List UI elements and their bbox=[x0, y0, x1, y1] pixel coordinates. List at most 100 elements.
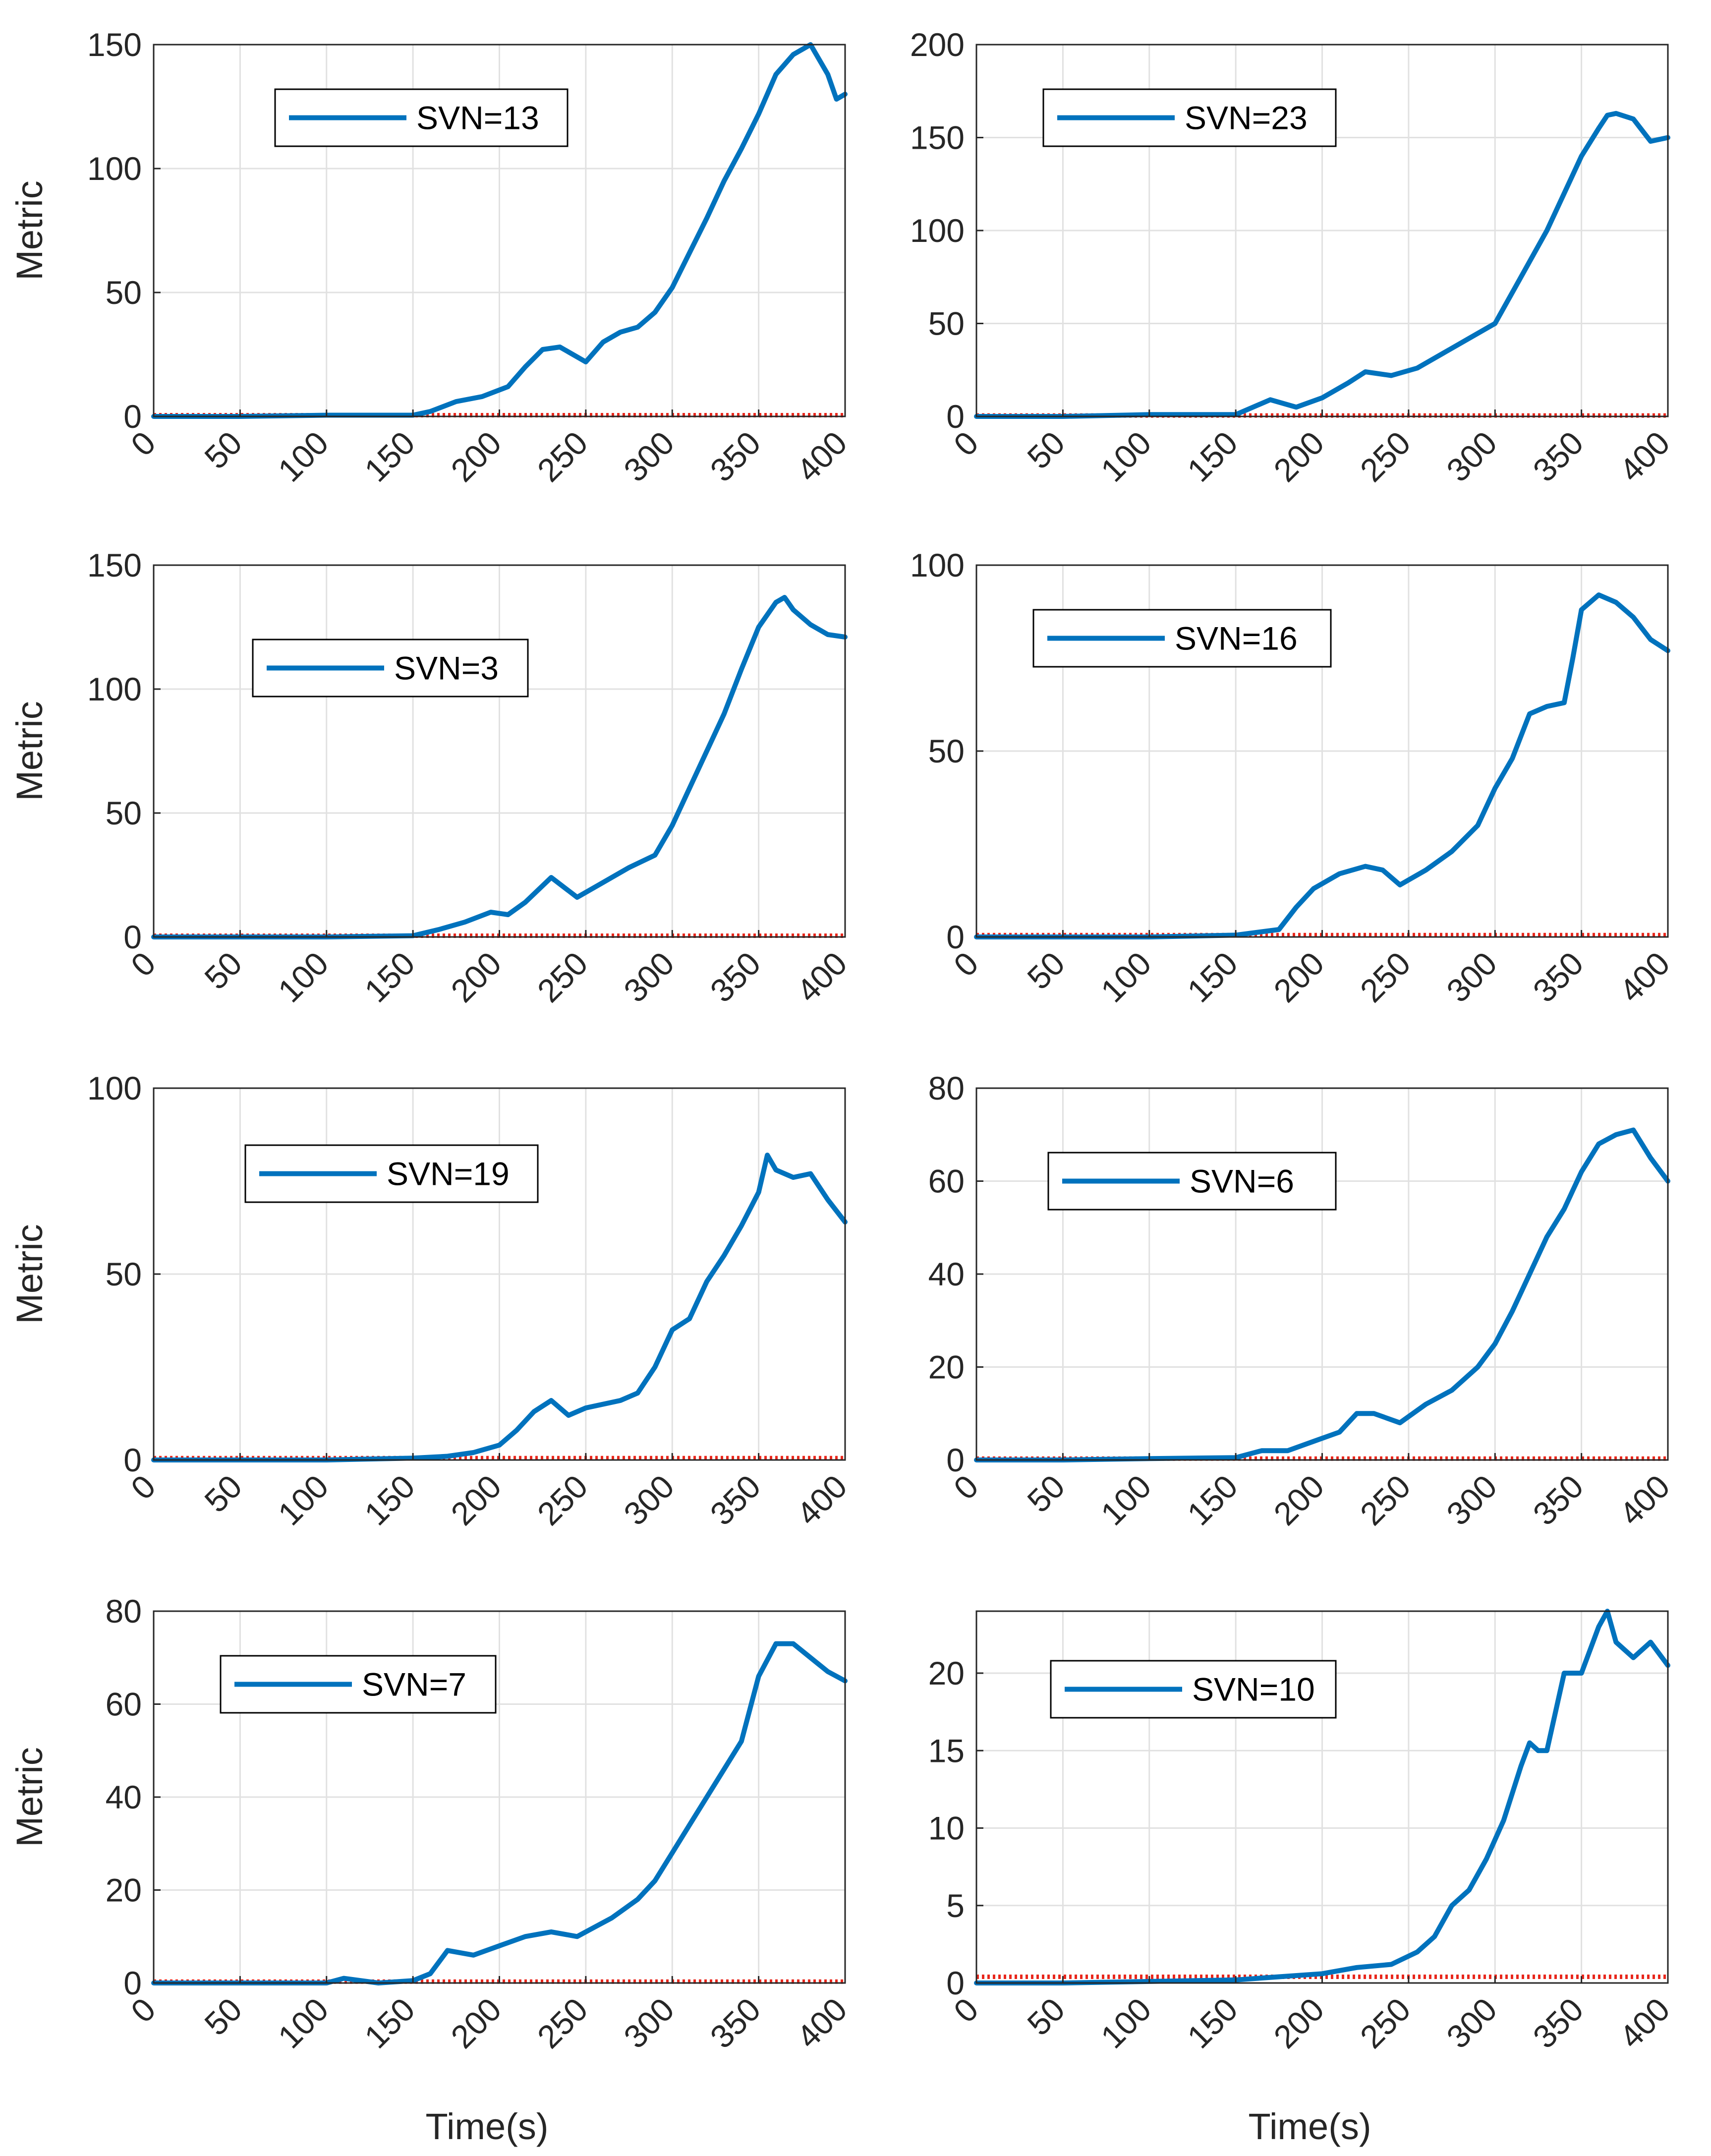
x-tick-label: 150 bbox=[1180, 424, 1245, 489]
y-tick-label: 60 bbox=[928, 1163, 965, 1200]
x-tick-label: 400 bbox=[1612, 1468, 1677, 1532]
y-tick-label: 0 bbox=[946, 919, 965, 955]
y-tick-label: 150 bbox=[87, 547, 142, 583]
legend: SVN=13 bbox=[274, 88, 569, 147]
series-line bbox=[151, 1153, 848, 1462]
x-tick-label: 350 bbox=[703, 1468, 767, 1532]
x-tick-label: 300 bbox=[1439, 1991, 1504, 2055]
y-tick-label: 0 bbox=[123, 919, 142, 955]
x-tick-label: 150 bbox=[1180, 945, 1245, 1009]
x-tick-label: 50 bbox=[197, 945, 249, 996]
chart-panel-2: 0 50 100 150 200 250 300 350 400050100150200SVN=… bbox=[910, 26, 1677, 489]
x-tick-label: 200 bbox=[1266, 945, 1331, 1009]
y-tick-label: 20 bbox=[106, 1872, 142, 1909]
y-tick-label: 10 bbox=[928, 1810, 965, 1847]
y-tick-label: 40 bbox=[928, 1256, 965, 1292]
y-tick-label: 100 bbox=[87, 1070, 142, 1107]
x-tick-label: 250 bbox=[530, 424, 595, 489]
x-tick-label: 250 bbox=[1353, 1468, 1418, 1532]
x-tick-label: 400 bbox=[790, 424, 854, 489]
y-tick-label: 80 bbox=[106, 1593, 142, 1630]
y-tick-label: 200 bbox=[910, 26, 965, 63]
x-tick-label: 100 bbox=[271, 1468, 335, 1532]
x-tick-label: 250 bbox=[1353, 945, 1418, 1009]
y-tick-label: 20 bbox=[928, 1349, 965, 1386]
x-tick-label: 150 bbox=[1180, 1468, 1245, 1532]
legend: SVN=7 bbox=[220, 1655, 497, 1714]
x-tick-label: 100 bbox=[1093, 1991, 1158, 2055]
x-tick-label: 250 bbox=[1353, 1991, 1418, 2055]
chart-panel-5: 0 50 100 150 200 250 300 350 400050100MetricSVN=… bbox=[9, 1070, 854, 1532]
series-line bbox=[974, 1127, 1670, 1462]
y-tick-label: 0 bbox=[123, 1965, 142, 2001]
x-tick-label: 100 bbox=[271, 1991, 335, 2055]
x-tick-label: 300 bbox=[617, 424, 681, 489]
x-tick-label: 300 bbox=[617, 1991, 681, 2055]
series-line bbox=[151, 595, 848, 939]
y-tick-label: 40 bbox=[106, 1779, 142, 1815]
chart-panel-1: 0 50 100 150 200 250 300 350 400050100150MetricS… bbox=[9, 26, 854, 489]
x-tick-label: 150 bbox=[357, 424, 422, 489]
y-tick-label: 100 bbox=[910, 547, 965, 583]
y-axis-title: Metric bbox=[9, 1224, 50, 1324]
y-tick-label: 100 bbox=[87, 150, 142, 187]
y-tick-label: 50 bbox=[928, 305, 965, 342]
x-tick-label: 350 bbox=[1526, 1468, 1590, 1532]
x-tick-label: 300 bbox=[617, 1468, 681, 1532]
x-tick-label: 50 bbox=[197, 424, 249, 476]
legend-label: SVN=13 bbox=[416, 100, 539, 136]
y-tick-label: 5 bbox=[946, 1887, 965, 1924]
y-axis-title: Metric bbox=[9, 1747, 50, 1847]
x-tick-label: 400 bbox=[790, 1468, 854, 1532]
y-tick-label: 50 bbox=[928, 733, 965, 769]
series-line bbox=[974, 592, 1670, 939]
y-tick-label: 20 bbox=[928, 1655, 965, 1691]
x-tick-label: 150 bbox=[1180, 1991, 1245, 2055]
legend-label: SVN=16 bbox=[1175, 620, 1298, 657]
x-tick-label: 100 bbox=[1093, 1468, 1158, 1532]
x-tick-label: 400 bbox=[1612, 945, 1677, 1009]
y-tick-label: 0 bbox=[123, 398, 142, 435]
x-tick-label: 200 bbox=[444, 1468, 508, 1532]
x-tick-label: 50 bbox=[1020, 945, 1072, 996]
x-tick-label: 400 bbox=[1612, 424, 1677, 489]
x-tick-label: 50 bbox=[1020, 424, 1072, 476]
x-tick-label: 350 bbox=[703, 424, 767, 489]
y-axis-title: Metric bbox=[9, 180, 50, 280]
y-tick-label: 0 bbox=[123, 1442, 142, 1478]
x-tick-label: 200 bbox=[444, 424, 508, 489]
series-line bbox=[974, 111, 1670, 419]
legend-label: SVN=7 bbox=[362, 1666, 466, 1703]
legend: SVN=16 bbox=[1032, 609, 1332, 668]
x-tick-label: 300 bbox=[617, 945, 681, 1009]
legend: SVN=19 bbox=[244, 1144, 539, 1203]
x-tick-label: 200 bbox=[444, 945, 508, 1009]
x-tick-label: 350 bbox=[703, 1991, 767, 2055]
legend: SVN=10 bbox=[1050, 1660, 1337, 1719]
y-tick-label: 0 bbox=[946, 1965, 965, 2001]
chart-panel-8: 0 50 100 150 200 250 300 350 40005101520Time(s)S… bbox=[928, 1609, 1677, 2147]
y-tick-label: 100 bbox=[87, 671, 142, 707]
x-tick-label: 400 bbox=[790, 945, 854, 1009]
x-tick-label: 150 bbox=[357, 1468, 422, 1532]
x-tick-label: 350 bbox=[1526, 424, 1590, 489]
x-tick-label: 200 bbox=[1266, 424, 1331, 489]
x-tick-label: 400 bbox=[1612, 1991, 1677, 2055]
y-tick-label: 150 bbox=[910, 119, 965, 156]
y-axis-title: Metric bbox=[9, 701, 50, 801]
y-tick-label: 60 bbox=[106, 1686, 142, 1723]
y-tick-label: 50 bbox=[106, 1256, 142, 1292]
x-tick-label: 150 bbox=[357, 945, 422, 1009]
legend-label: SVN=23 bbox=[1185, 100, 1308, 136]
x-tick-label: 200 bbox=[444, 1991, 508, 2055]
x-tick-label: 100 bbox=[271, 424, 335, 489]
legend: SVN=23 bbox=[1042, 88, 1337, 147]
x-tick-label: 50 bbox=[1020, 1991, 1072, 2042]
chart-panel-7: 0 50 100 150 200 250 300 350 400020406080MetricT… bbox=[9, 1593, 854, 2147]
x-tick-label: 100 bbox=[1093, 945, 1158, 1009]
x-tick-label: 300 bbox=[1439, 1468, 1504, 1532]
x-tick-label: 350 bbox=[703, 945, 767, 1009]
x-tick-label: 200 bbox=[1266, 1991, 1331, 2055]
